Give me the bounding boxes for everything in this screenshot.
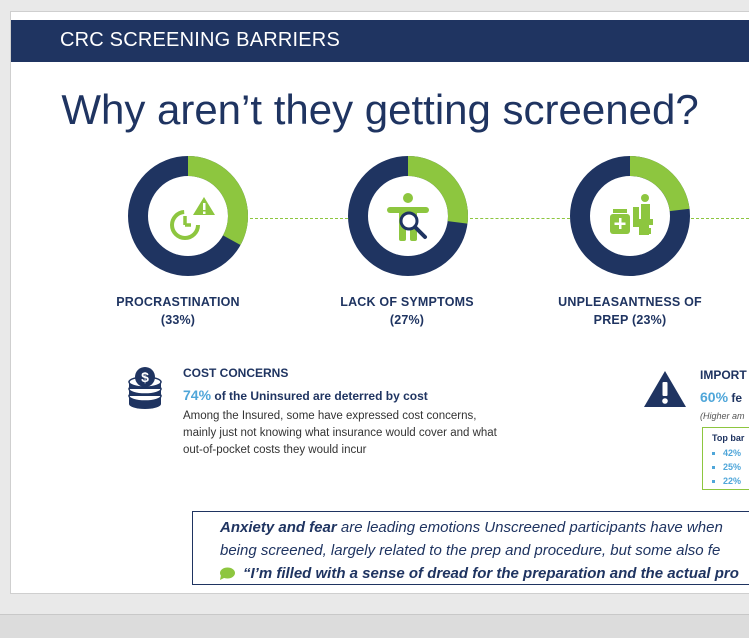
slide: CRC SCREENING BARRIERS Why aren’t they g… [11, 12, 749, 593]
barrier-name: PROCRASTINATION [116, 295, 240, 309]
importance-stat-line: 60% fe [700, 389, 742, 405]
cost-percent: 74% [183, 387, 212, 403]
connector-line [250, 218, 348, 219]
barrier-percent: (33%) [160, 313, 196, 327]
list-item-value: 22% [723, 476, 742, 486]
cost-concerns-title: COST CONCERNS [183, 366, 289, 380]
quote-line-2: being screened, largely related to the p… [220, 542, 721, 559]
donut-procrastination [127, 155, 249, 277]
importance-percent: 60% [700, 389, 729, 405]
svg-text:$: $ [141, 369, 149, 385]
top-barriers-box: Top bar 42% 25% 22% [702, 427, 749, 490]
donut-lack-of-symptoms [347, 155, 469, 277]
barrier-percent: (27%) [389, 313, 425, 327]
quote-line-3: “I’m filled with a sense of dread for th… [243, 565, 739, 582]
importance-stat-text: fe [728, 391, 743, 405]
clock-warning-icon [170, 197, 215, 240]
quote-line-1: Anxiety and fear are leading emotions Un… [220, 519, 723, 536]
barrier-percent: PREP (23%) [593, 313, 667, 327]
list-item: 22% [712, 476, 741, 486]
cost-body-text: Among the Insured, some have expressed c… [183, 410, 497, 456]
list-item: 42% [712, 448, 741, 458]
status-bar [0, 614, 749, 638]
title-bar: CRC SCREENING BARRIERS [11, 20, 749, 62]
list-item-value: 42% [723, 448, 742, 458]
barrier-name: LACK OF SYMPTOMS [340, 295, 474, 309]
list-item-value: 25% [723, 462, 742, 472]
top-barriers-title: Top bar [712, 433, 745, 443]
list-item: 25% [712, 462, 741, 472]
body-magnifier-icon [387, 193, 429, 241]
warning-icon [643, 370, 687, 413]
importance-note: (Higher am [700, 411, 745, 421]
quote-box: Anxiety and fear are leading emotions Un… [192, 511, 749, 585]
cost-stat-line: 74% of the Uninsured are deterred by cos… [183, 387, 428, 403]
quote-line-1-text: are leading emotions Unscreened particip… [336, 519, 723, 536]
barrier-label-procrastination: PROCRASTINATION (33%) [78, 293, 278, 329]
cost-stat-text: of the Uninsured are deterred by cost [211, 389, 428, 403]
speech-bubble-icon [219, 567, 235, 586]
barrier-name: UNPLEASANTNESS OF [558, 295, 702, 309]
slide-title: CRC SCREENING BARRIERS [60, 29, 340, 51]
barrier-label-lack-of-symptoms: LACK OF SYMPTOMS (27%) [307, 293, 507, 329]
medicine-toilet-icon [610, 194, 653, 235]
quote-emphasis: Anxiety and fear [220, 519, 337, 536]
importance-title: IMPORT [700, 368, 747, 382]
connector-line [691, 218, 749, 219]
coin-stack-icon: $ [127, 366, 163, 415]
barrier-label-unpleasantness-of-prep: UNPLEASANTNESS OF PREP (23%) [530, 293, 730, 329]
headline: Why aren’t they getting screened? [61, 86, 699, 133]
connector-line [470, 218, 570, 219]
donut-unpleasantness-of-prep [569, 155, 691, 277]
